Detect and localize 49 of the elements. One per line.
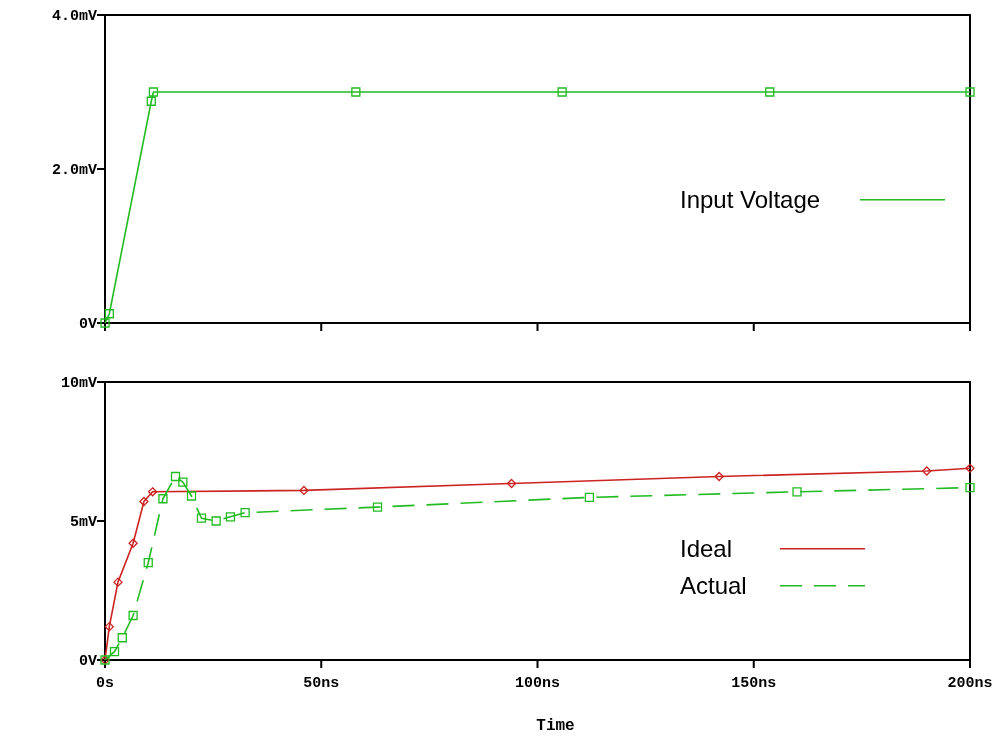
point <box>146 96 156 106</box>
x-tick-label: 200ns <box>947 675 993 692</box>
point <box>965 463 975 473</box>
point <box>117 633 127 643</box>
y-tick-label: 10mV <box>60 375 97 393</box>
point <box>196 513 207 523</box>
point <box>922 466 932 476</box>
point <box>104 309 114 319</box>
point <box>158 494 168 504</box>
x-tick-label: 50ns <box>303 675 340 692</box>
point <box>178 477 188 487</box>
point <box>372 502 383 512</box>
y-tick-label: 5mV <box>69 514 97 532</box>
y-tick-label: 4.0mV <box>51 8 97 26</box>
x-tick-label: 100ns <box>514 675 561 692</box>
point <box>299 485 309 496</box>
point <box>792 487 802 497</box>
point <box>211 516 221 526</box>
y-tick-label: 2.0mV <box>51 162 97 180</box>
point <box>240 508 250 518</box>
point <box>225 512 236 522</box>
point <box>128 610 138 621</box>
point <box>113 577 123 587</box>
point <box>714 471 724 482</box>
x-tick-label: 0s <box>95 675 115 692</box>
point <box>109 647 120 657</box>
y-tick-label: 0V <box>78 653 97 671</box>
point <box>965 87 975 97</box>
y-tick-label: 0V <box>78 316 97 334</box>
point <box>170 471 181 482</box>
point <box>765 87 775 97</box>
legend-label: Input Voltage <box>680 186 821 214</box>
point <box>557 87 567 97</box>
x-axis-title: Time <box>536 717 575 735</box>
legend-label: Actual <box>680 572 747 600</box>
x-tick-label: 150ns <box>731 675 777 692</box>
point <box>104 621 114 632</box>
point <box>128 538 138 548</box>
point <box>186 491 197 501</box>
point <box>965 482 975 493</box>
point <box>351 87 361 97</box>
point <box>139 496 149 507</box>
point <box>147 487 158 497</box>
point <box>148 87 159 97</box>
point <box>506 478 517 489</box>
point <box>100 318 110 328</box>
point <box>584 492 595 503</box>
point <box>143 558 153 568</box>
legend-label: Ideal <box>680 535 733 563</box>
